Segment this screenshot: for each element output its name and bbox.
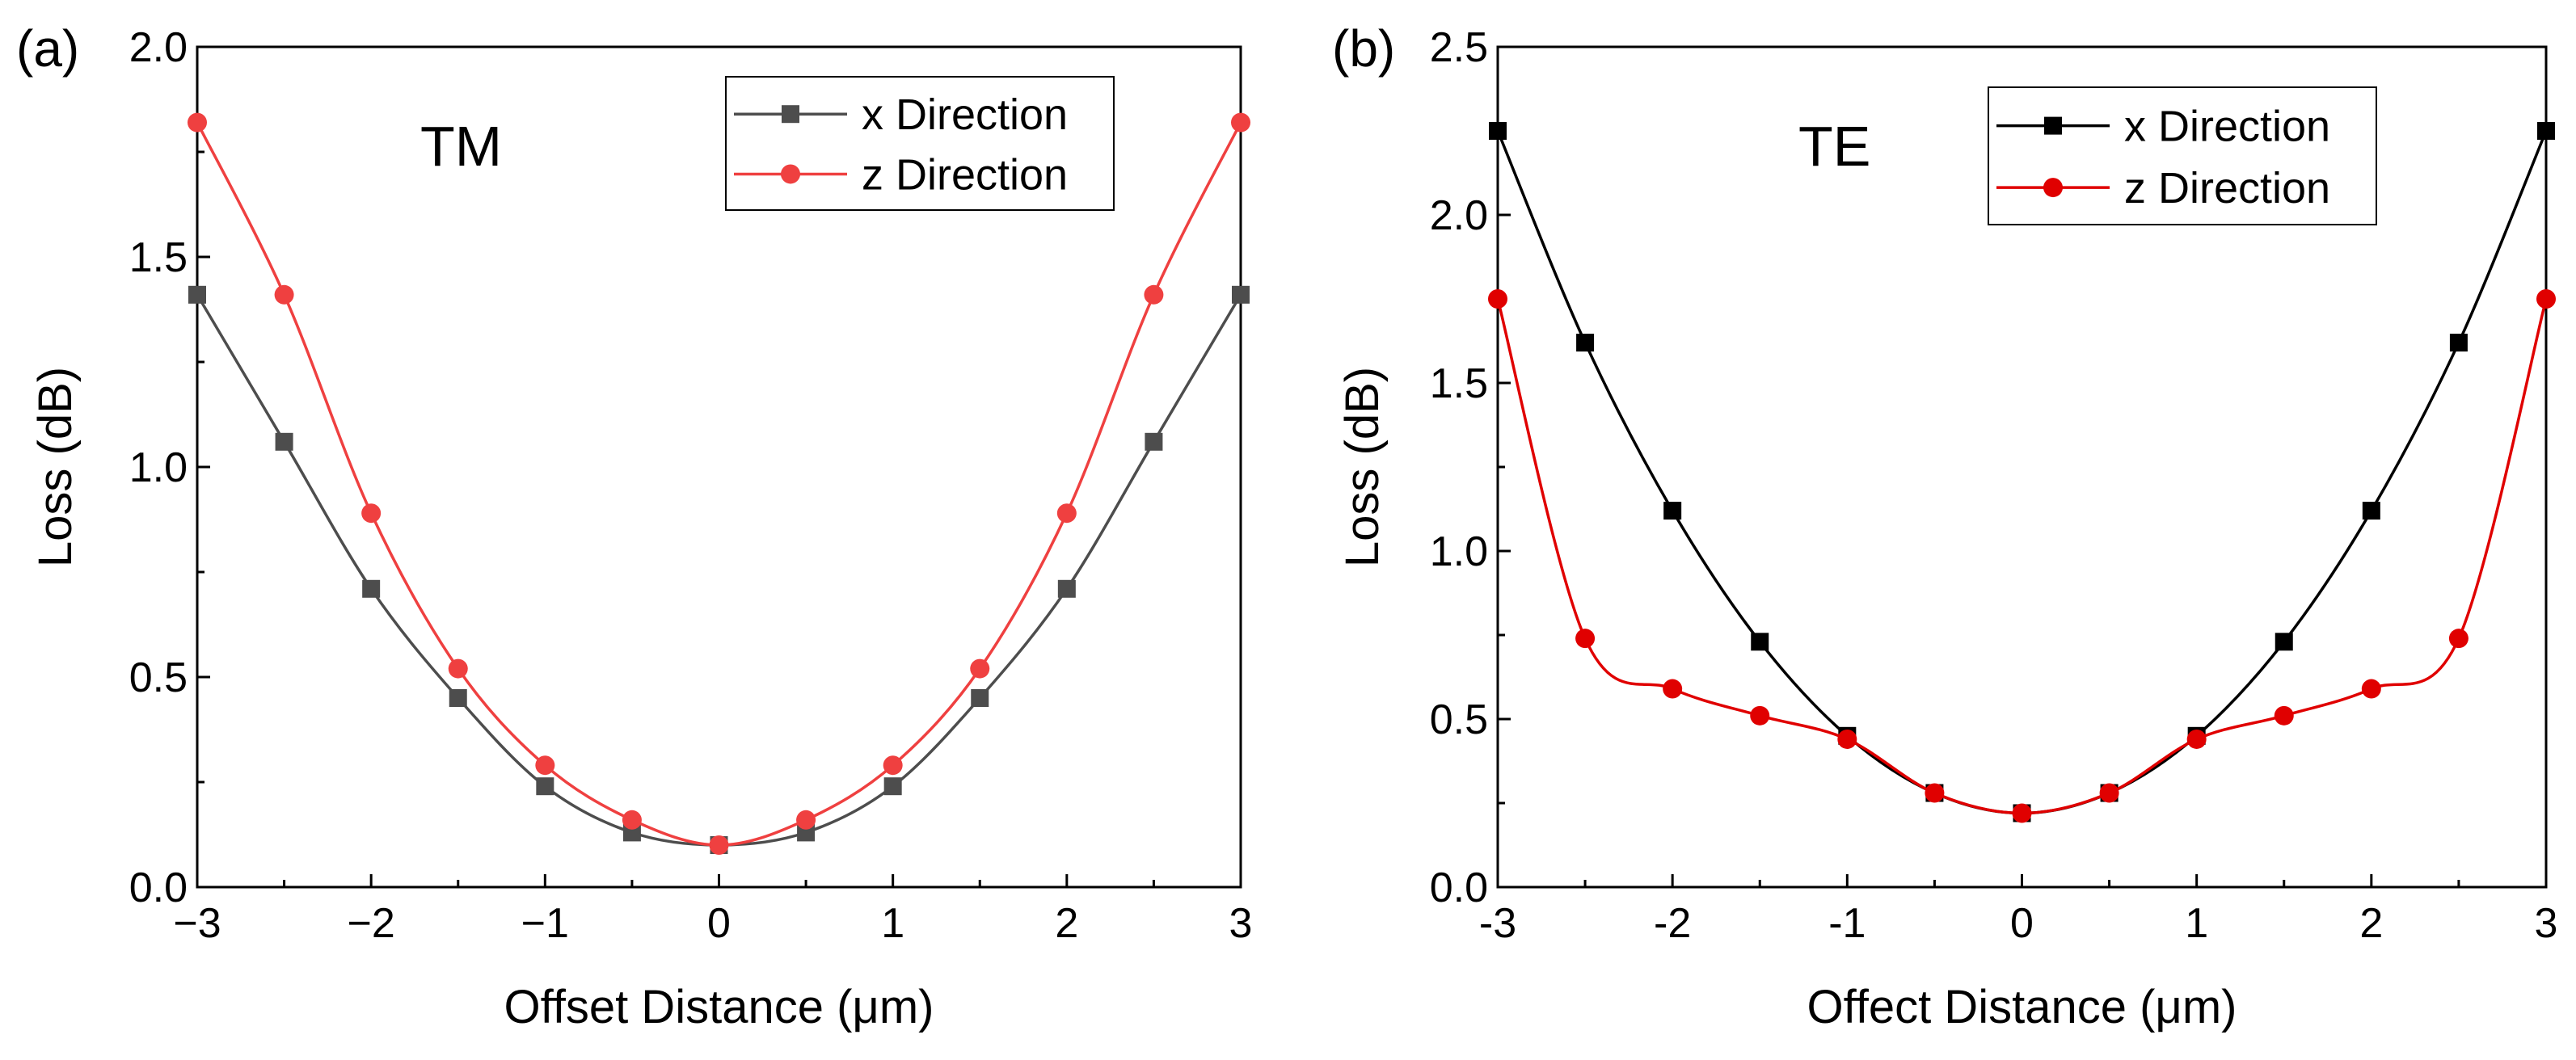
data-point-square [1489, 122, 1507, 140]
y-tick-label: 2.0 [129, 24, 188, 71]
y-tick-label: 0.5 [1430, 696, 1488, 743]
data-point-circle [2361, 679, 2381, 699]
data-point-circle [1056, 503, 1077, 524]
data-point-circle [448, 658, 468, 679]
data-point-square [971, 689, 989, 707]
polarization-annotation: TE [1798, 115, 1870, 178]
data-point-circle [1231, 112, 1250, 132]
x-axis-title: Offect Distance (μm) [1807, 981, 2237, 1033]
x-tick-label: -2 [1654, 900, 1691, 947]
y-tick-label: 2.5 [1430, 24, 1488, 71]
y-tick-label: 0.0 [129, 864, 188, 911]
x-tick-label: −1 [521, 900, 569, 947]
data-point-circle [2274, 705, 2294, 726]
data-point-circle [188, 112, 207, 132]
data-point-square [2362, 502, 2380, 520]
data-point-square [883, 777, 902, 796]
data-point-square [2275, 633, 2293, 651]
data-point-square [536, 777, 554, 796]
data-point-circle [1750, 705, 1770, 726]
data-point-circle [709, 835, 729, 855]
legend-box [1988, 86, 2377, 225]
x-tick-label: −3 [173, 900, 221, 947]
data-point-circle [361, 503, 382, 524]
legend-entry-label: x Direction [2124, 103, 2330, 151]
data-point-circle [622, 810, 642, 830]
y-axis-title: Loss (dB) [1336, 367, 1389, 567]
data-point-square [1751, 633, 1769, 651]
data-point-square [1576, 334, 1595, 352]
x-axis-title: Offset Distance (μm) [504, 981, 934, 1033]
legend: x Direction z Direction [1988, 86, 2377, 225]
data-point-circle [2012, 803, 2032, 823]
data-point-circle [2536, 289, 2556, 309]
x-tick-label: -1 [1828, 900, 1866, 947]
series-line-z-direction [196, 121, 1242, 847]
data-point-circle [1144, 284, 1164, 305]
data-point-circle [796, 810, 816, 830]
data-point-square [449, 689, 467, 707]
x-tick-label: 1 [2185, 900, 2208, 947]
x-tick-label: −2 [348, 900, 395, 947]
x-tick-label: 1 [881, 900, 904, 947]
y-axis-title: Loss (dB) [29, 367, 82, 567]
legend: x Direction z Direction [725, 76, 1115, 211]
polarization-annotation: TM [420, 115, 502, 178]
data-point-circle [883, 755, 903, 776]
data-point-square [362, 579, 381, 598]
series-line-x-direction [196, 293, 1242, 847]
y-tick-label: 1.0 [1430, 528, 1488, 575]
x-tick-label: 3 [2535, 900, 2558, 947]
y-tick-label: 1.5 [129, 234, 188, 281]
x-tick-label: 0 [2010, 900, 2034, 947]
legend-swatch-square [2044, 116, 2062, 135]
legend-swatch-circle [2043, 178, 2063, 198]
y-tick-label: 0.5 [129, 654, 188, 701]
y-tick-label: 1.0 [129, 444, 188, 491]
series-line-x-direction [1496, 130, 2548, 815]
data-point-circle [1837, 729, 1857, 749]
data-point-circle [1488, 289, 1507, 309]
x-tick-label: 3 [1229, 900, 1253, 947]
data-point-square [1057, 579, 1076, 598]
y-tick-label: 1.5 [1430, 360, 1488, 407]
data-point-square [1232, 285, 1250, 304]
data-point-circle [2099, 783, 2119, 803]
y-tick-label: 0.0 [1430, 864, 1488, 911]
x-tick-label: 2 [2359, 900, 2383, 947]
legend-entry-label: z Direction [2124, 164, 2330, 212]
x-tick-label: 0 [707, 900, 731, 947]
data-point-circle [2448, 629, 2468, 649]
legend-swatch-circle [781, 164, 800, 184]
data-point-square [1145, 432, 1163, 451]
legend-box [725, 76, 1115, 211]
x-tick-label: -3 [1479, 900, 1516, 947]
panel-label: (a) [16, 19, 79, 78]
panel-a: (a) −3 −2 −1 0 1 2 3 0.0 0.5 1.0 1.5 2.0 Offset Dista… [16, 19, 1252, 1033]
data-point-circle [535, 755, 555, 776]
data-point-circle [970, 658, 990, 679]
data-point-square [188, 285, 206, 304]
legend-swatch-square [782, 105, 799, 124]
data-point-circle [2186, 729, 2207, 749]
legend-entry-label: z Direction [862, 150, 1068, 199]
data-point-square [275, 432, 293, 451]
data-point-circle [1575, 629, 1596, 649]
panel-label: (b) [1332, 19, 1395, 78]
data-point-square [2537, 122, 2555, 140]
data-point-circle [1925, 783, 1945, 803]
x-tick-label: 2 [1055, 900, 1078, 947]
data-point-square [1663, 502, 1682, 520]
data-point-circle [274, 284, 294, 305]
data-point-square [2449, 334, 2468, 352]
panel-b: (b) -3 -2 -1 0 1 2 3 0.0 0.5 1.0 1.5 2.0 2.5 Offect Di… [1332, 19, 2557, 1033]
data-point-circle [1663, 679, 1683, 699]
series-line-z-direction [1496, 298, 2548, 815]
y-tick-label: 2.0 [1430, 192, 1488, 239]
legend-entry-label: x Direction [862, 90, 1068, 139]
